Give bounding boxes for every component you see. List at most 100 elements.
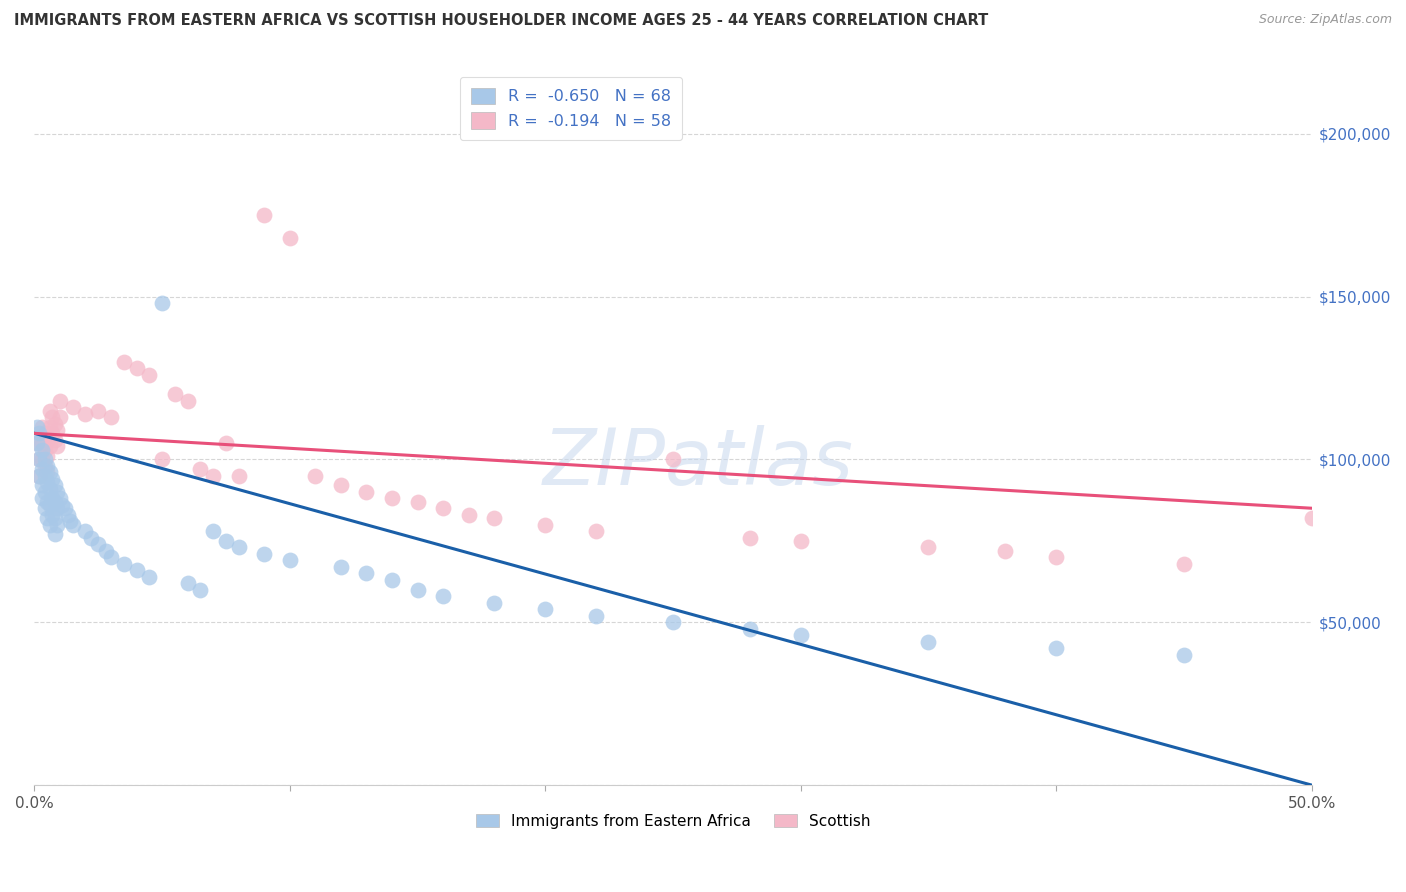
Point <box>28 468 51 483</box>
Point <box>46 423 69 437</box>
Point <box>44 417 66 431</box>
Point <box>44 527 66 541</box>
Text: ZIPatlas: ZIPatlas <box>543 425 853 500</box>
Point <box>31 419 53 434</box>
Point <box>38 439 60 453</box>
Point <box>31 491 53 506</box>
Point <box>278 231 301 245</box>
Text: Source: ZipAtlas.com: Source: ZipAtlas.com <box>1258 13 1392 27</box>
Point <box>329 478 352 492</box>
Point <box>125 563 148 577</box>
Point <box>125 361 148 376</box>
Point <box>381 491 404 506</box>
Point <box>1173 648 1195 662</box>
Point <box>534 602 557 616</box>
Point <box>28 452 51 467</box>
Point <box>356 485 378 500</box>
Point <box>34 426 56 441</box>
Point <box>790 533 813 548</box>
Point <box>100 550 122 565</box>
Point <box>34 501 56 516</box>
Point <box>46 485 69 500</box>
Point <box>202 468 225 483</box>
Point <box>31 452 53 467</box>
Point <box>738 531 761 545</box>
Point <box>585 608 607 623</box>
Point <box>38 482 60 496</box>
Point <box>37 449 59 463</box>
Point <box>62 401 84 415</box>
Point <box>253 208 276 222</box>
Point <box>738 622 761 636</box>
Point <box>37 494 59 508</box>
Point <box>1045 641 1067 656</box>
Point <box>482 596 505 610</box>
Point <box>432 589 454 603</box>
Point <box>356 566 378 581</box>
Point <box>28 452 51 467</box>
Point <box>87 403 110 417</box>
Point <box>304 468 326 483</box>
Point <box>44 494 66 508</box>
Point <box>51 498 73 512</box>
Point <box>56 508 79 522</box>
Point <box>202 524 225 538</box>
Point <box>790 628 813 642</box>
Point <box>138 368 160 382</box>
Point <box>176 393 198 408</box>
Point <box>1173 557 1195 571</box>
Point <box>190 462 212 476</box>
Point <box>34 458 56 473</box>
Point <box>278 553 301 567</box>
Point <box>41 410 63 425</box>
Point <box>49 491 72 506</box>
Point <box>37 433 59 447</box>
Point <box>100 410 122 425</box>
Point <box>34 442 56 457</box>
Point <box>112 557 135 571</box>
Point <box>37 475 59 490</box>
Point <box>432 501 454 516</box>
Point <box>38 466 60 480</box>
Point <box>44 433 66 447</box>
Point <box>25 436 48 450</box>
Point <box>44 511 66 525</box>
Point <box>46 501 69 516</box>
Point <box>917 541 939 555</box>
Point <box>994 543 1017 558</box>
Point <box>49 410 72 425</box>
Point <box>28 468 51 483</box>
Point <box>31 478 53 492</box>
Point <box>87 537 110 551</box>
Point <box>38 498 60 512</box>
Point <box>1045 550 1067 565</box>
Point <box>329 559 352 574</box>
Point <box>79 531 101 545</box>
Point <box>37 466 59 480</box>
Point <box>176 576 198 591</box>
Point <box>53 501 76 516</box>
Point <box>46 439 69 453</box>
Point <box>59 514 82 528</box>
Point <box>38 419 60 434</box>
Point <box>1301 511 1323 525</box>
Point <box>49 393 72 408</box>
Point <box>406 582 429 597</box>
Point <box>75 524 97 538</box>
Point <box>94 543 117 558</box>
Point <box>215 436 238 450</box>
Legend: Immigrants from Eastern Africa, Scottish: Immigrants from Eastern Africa, Scottish <box>470 807 876 835</box>
Point <box>28 426 51 441</box>
Point <box>41 426 63 441</box>
Point <box>662 615 685 630</box>
Point <box>38 403 60 417</box>
Point <box>25 436 48 450</box>
Point <box>406 494 429 508</box>
Point <box>37 458 59 473</box>
Point <box>150 296 173 310</box>
Point <box>41 472 63 486</box>
Point <box>25 419 48 434</box>
Point <box>75 407 97 421</box>
Point <box>482 511 505 525</box>
Point <box>381 573 404 587</box>
